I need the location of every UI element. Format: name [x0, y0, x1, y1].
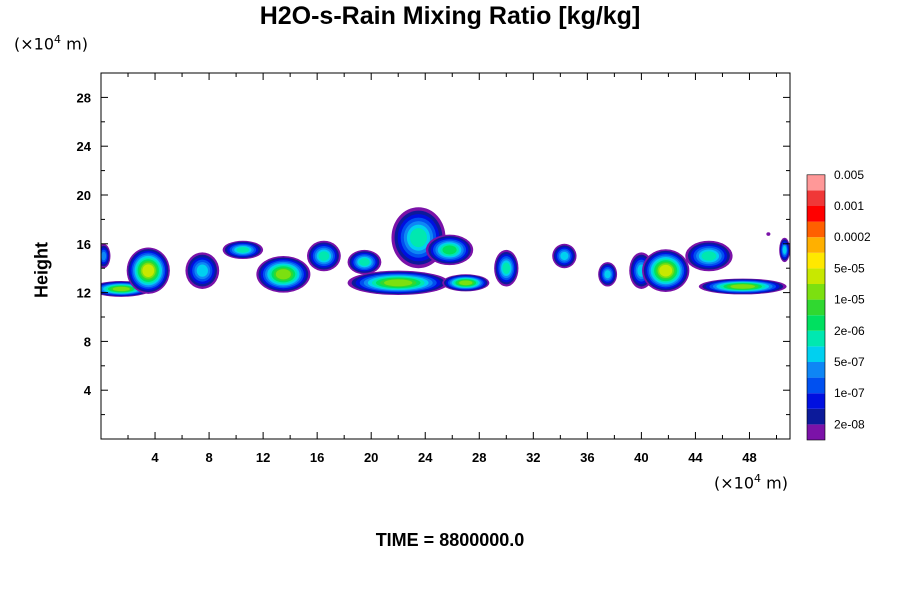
colorbar-label: 1e-05 [834, 293, 865, 307]
contour-blob [442, 274, 490, 292]
contour-blob [642, 249, 690, 292]
y-tick-label: 24 [77, 139, 92, 154]
contour-level [359, 258, 370, 266]
contour-field [101, 207, 790, 297]
colorbar-swatch [807, 377, 825, 394]
contour-blob [494, 249, 519, 287]
contour-blob [101, 243, 111, 269]
contour-level [701, 251, 717, 261]
colorbar-swatch [807, 330, 825, 347]
contour-level [442, 245, 457, 255]
chart-title: H2O-s-Rain Mixing Ratio [kg/kg] [259, 2, 641, 30]
contour-level [196, 264, 208, 277]
contour-blob [126, 247, 170, 294]
colorbar-swatch [807, 424, 825, 440]
colorbar-swatch [807, 221, 825, 238]
colorbar-label: 0.005 [834, 168, 864, 182]
contour-blob [307, 240, 341, 272]
colorbar-swatch [807, 268, 825, 284]
contour-level [766, 232, 771, 236]
contour-blob [347, 270, 449, 296]
contour-blob [685, 240, 733, 272]
contour-level [101, 251, 107, 261]
contour-level [730, 284, 756, 289]
contour-level [318, 251, 330, 261]
colorbar-swatch [807, 346, 825, 362]
colorbar-swatch [807, 408, 825, 425]
contour-level [409, 228, 427, 248]
colorbar-swatch [807, 237, 825, 253]
x-tick-label: 16 [310, 450, 324, 465]
y-tick-label: 16 [77, 237, 91, 252]
contour-level [384, 279, 413, 287]
x-tick-label: 24 [418, 450, 433, 465]
y-tick-label: 8 [84, 334, 91, 349]
x-tick-label: 32 [526, 450, 540, 465]
x-tick-label: 44 [688, 450, 703, 465]
contour-blob [425, 234, 474, 266]
colorbar-swatch [807, 284, 825, 300]
colorbar-swatch [807, 174, 825, 191]
contour-blob [779, 237, 790, 263]
colorbar-swatch [807, 299, 825, 316]
colorbar-swatch [807, 393, 825, 409]
colorbar-swatch [807, 315, 825, 331]
colorbar-swatch [807, 362, 825, 378]
colorbar-swatch [807, 190, 825, 206]
colorbar: 2e-08 1e-07 5e-07 2e-06 1e-05 5e-05 0.0002 0.00… [806, 168, 871, 441]
contour-blob [256, 255, 311, 293]
y-tick-label: 4 [84, 383, 92, 398]
colorbar-label: 5e-05 [834, 261, 865, 275]
contour-level [236, 247, 250, 253]
contour-blob [222, 240, 264, 260]
x-tick-label: 48 [742, 450, 756, 465]
y-tick-label: 28 [77, 90, 91, 105]
colorbar-swatch [807, 206, 825, 222]
x-tick-label: 28 [472, 450, 486, 465]
colorbar-label: 2e-08 [834, 417, 865, 431]
colorbar-label: 5e-07 [834, 355, 865, 369]
contour-level [459, 280, 473, 286]
x-tick-label: 36 [580, 450, 594, 465]
contour-blob [185, 252, 220, 289]
plot-frame [100, 72, 791, 440]
x-axis-unit: (×104 m) [714, 472, 788, 493]
y-tick-label: 12 [77, 286, 91, 301]
x-tick-label: 40 [634, 450, 648, 465]
contour-blob [698, 278, 787, 295]
contour-level [659, 264, 673, 277]
x-tick-label: 20 [364, 450, 378, 465]
x-tick-label: 12 [256, 450, 270, 465]
time-label: TIME = 8800000.0 [375, 530, 525, 550]
colorbar-label: 0.001 [834, 199, 864, 213]
contour-level [275, 269, 291, 280]
contour-blob [766, 232, 771, 236]
contour-blob [552, 243, 577, 269]
contour-level [560, 251, 569, 261]
contour-level [112, 286, 130, 292]
colorbar-label: 0.0002 [834, 230, 871, 244]
contour-level [502, 262, 511, 274]
colorbar-label: 1e-07 [834, 386, 865, 400]
colorbar-swatch [807, 252, 825, 269]
x-tick-label: 4 [151, 450, 159, 465]
colorbar-frame [806, 174, 826, 441]
contour-blob [347, 249, 382, 275]
contour-level [782, 245, 787, 254]
y-tick-label: 20 [77, 188, 91, 203]
contour-level [604, 270, 611, 279]
contour-blob [598, 262, 618, 287]
x-tick-label: 8 [205, 450, 212, 465]
contour-level [142, 264, 155, 277]
y-axis-unit: (×104 m) [14, 33, 88, 54]
colorbar-label: 2e-06 [834, 324, 865, 338]
